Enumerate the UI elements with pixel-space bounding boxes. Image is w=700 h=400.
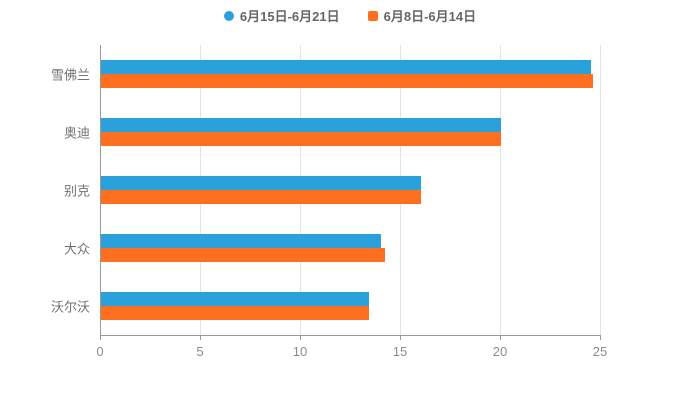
legend-label: 6月15日-6月21日 [239, 9, 340, 24]
legend-label: 6月8日-6月14日 [383, 9, 477, 24]
axis-tick [100, 335, 101, 340]
bar-6月8日-6月14日[interactable] [101, 74, 593, 88]
x-axis-line [100, 335, 600, 336]
category-label: 奥迪 [63, 125, 90, 141]
y-axis-line [100, 45, 101, 336]
axis-tick [600, 335, 601, 340]
legend-item-week2[interactable]: 6月15日-6月21日 [223, 6, 340, 25]
category-label: 沃尔沃 [50, 299, 90, 315]
bar-6月8日-6月14日[interactable] [101, 306, 369, 320]
x-tick-label: 20 [492, 344, 508, 359]
bar-6月15日-6月21日[interactable] [101, 292, 369, 306]
bar-6月15日-6月21日[interactable] [101, 60, 591, 74]
bar-6月15日-6月21日[interactable] [101, 118, 501, 132]
gridline [500, 45, 501, 335]
x-tick-label: 10 [292, 344, 308, 359]
category-label: 大众 [63, 241, 90, 257]
axis-tick [500, 335, 501, 340]
gridline [600, 45, 601, 335]
legend-square-icon [367, 10, 378, 21]
axis-tick [300, 335, 301, 340]
x-tick-label: 25 [592, 344, 608, 359]
legend-item-week1[interactable]: 6月8日-6月14日 [367, 6, 477, 25]
axis-tick [400, 335, 401, 340]
category-label: 雪佛兰 [50, 67, 90, 83]
legend-circle-icon [223, 10, 234, 21]
axis-tick [200, 335, 201, 340]
bar-6月8日-6月14日[interactable] [101, 248, 385, 262]
bar-6月8日-6月14日[interactable] [101, 132, 501, 146]
bar-6月15日-6月21日[interactable] [101, 176, 421, 190]
bar-6月15日-6月21日[interactable] [101, 234, 381, 248]
bar-6月8日-6月14日[interactable] [101, 190, 421, 204]
x-tick-label: 5 [196, 344, 204, 359]
category-label: 别克 [63, 183, 90, 199]
legend: 6月15日-6月21日 6月8日-6月14日 [0, 6, 700, 25]
x-tick-label: 0 [96, 344, 104, 359]
x-tick-label: 15 [392, 344, 408, 359]
